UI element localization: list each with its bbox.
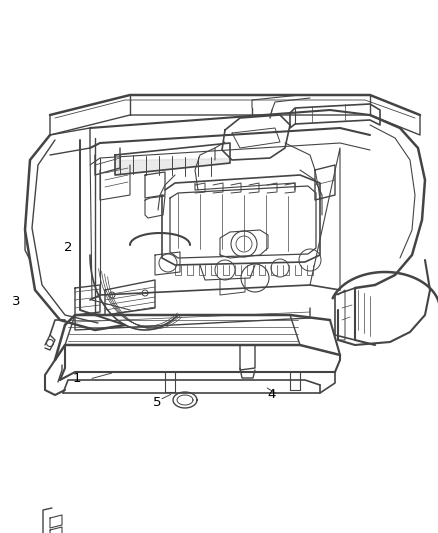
Text: 4: 4: [267, 388, 276, 401]
Text: 3: 3: [12, 295, 21, 308]
Text: 2: 2: [64, 241, 72, 254]
Text: 5: 5: [153, 396, 162, 409]
Text: 1: 1: [72, 372, 81, 385]
